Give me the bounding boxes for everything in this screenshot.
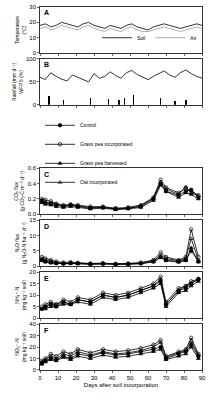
svg-text:Grass pea incorporated: Grass pea incorporated <box>80 141 132 147</box>
svg-text:100: 100 <box>26 56 37 62</box>
svg-text:0: 0 <box>33 102 37 108</box>
svg-text:0: 0 <box>33 263 37 269</box>
svg-text:E: E <box>44 275 49 282</box>
svg-text:A: A <box>44 9 49 16</box>
svg-text:C: C <box>44 171 49 178</box>
svg-text:D: D <box>44 223 49 230</box>
svg-text:0.4: 0.4 <box>28 181 37 187</box>
svg-text:60: 60 <box>145 375 152 381</box>
svg-text:90: 90 <box>199 375 206 381</box>
svg-text:10: 10 <box>29 356 36 362</box>
svg-text:NO₃⁻-N(mg kg⁻¹ soil): NO₃⁻-N(mg kg⁻¹ soil) <box>14 332 27 362</box>
svg-text:CO₂ flux(g CO₂-C m⁻² d⁻¹): CO₂ flux(g CO₂-C m⁻² d⁻¹) <box>13 171 26 212</box>
svg-text:40: 40 <box>109 375 116 381</box>
svg-text:20: 20 <box>29 19 36 25</box>
svg-text:50: 50 <box>29 79 36 85</box>
svg-text:0: 0 <box>33 367 37 373</box>
svg-text:0: 0 <box>33 315 37 321</box>
svg-text:0.0: 0.0 <box>28 211 37 217</box>
svg-text:50: 50 <box>127 375 134 381</box>
svg-text:15: 15 <box>29 281 36 287</box>
svg-text:5: 5 <box>33 304 37 310</box>
svg-text:0: 0 <box>38 375 42 381</box>
svg-text:Temperature(°C): Temperature(°C) <box>14 16 27 44</box>
svg-text:10: 10 <box>29 233 36 239</box>
svg-text:15: 15 <box>29 217 36 223</box>
svg-text:30: 30 <box>29 333 36 339</box>
svg-text:0.2: 0.2 <box>28 196 37 202</box>
svg-text:Grass pea harvested: Grass pea harvested <box>80 160 127 166</box>
svg-text:10: 10 <box>29 35 36 41</box>
svg-text:B: B <box>44 61 49 68</box>
svg-text:80: 80 <box>181 375 188 381</box>
svg-text:0: 0 <box>33 50 37 56</box>
svg-text:Control: Control <box>80 122 96 128</box>
svg-text:Soil: Soil <box>137 35 145 41</box>
svg-text:0.6: 0.6 <box>28 165 37 171</box>
svg-text:Air: Air <box>190 35 196 41</box>
svg-text:Oat incorporated: Oat incorporated <box>80 179 117 185</box>
svg-text:20: 20 <box>29 344 36 350</box>
svg-text:30: 30 <box>29 4 36 10</box>
svg-text:20: 20 <box>73 375 80 381</box>
svg-text:NH₄⁺-N(mg kg⁻¹ soil): NH₄⁺-N(mg kg⁻¹ soil) <box>14 280 27 310</box>
svg-text:Rainfall (mm d⁻¹)WFPS (%): Rainfall (mm d⁻¹)WFPS (%) <box>11 62 24 101</box>
svg-text:40: 40 <box>29 321 36 327</box>
svg-text:F: F <box>44 327 49 334</box>
svg-text:5: 5 <box>33 248 37 254</box>
svg-text:Days after soil incorporation: Days after soil incorporation <box>84 382 158 388</box>
svg-text:N₂O flux(g N₂O-N ha⁻¹ d⁻¹): N₂O flux(g N₂O-N ha⁻¹ d⁻¹) <box>14 222 27 264</box>
svg-text:10: 10 <box>29 292 36 298</box>
svg-text:10: 10 <box>55 375 62 381</box>
svg-text:20: 20 <box>29 269 36 275</box>
svg-text:70: 70 <box>163 375 170 381</box>
svg-text:30: 30 <box>91 375 98 381</box>
